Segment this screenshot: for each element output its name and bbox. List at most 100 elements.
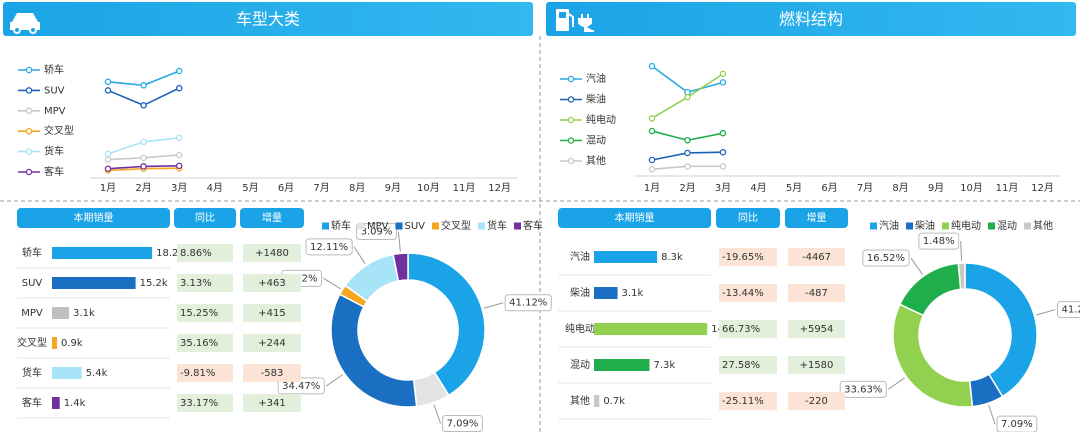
x-tick-label: 10月 [960,182,983,194]
label-leader [910,257,923,275]
legend-label: 货车 [487,219,507,232]
x-tick-label: 9月 [385,182,401,194]
legend-label: 轿车 [44,63,64,76]
bar [52,397,60,409]
legend-label: 交叉型 [44,124,74,137]
cell-value: -19.65% [722,252,764,263]
cell-bg [177,364,233,382]
label-box [839,380,887,398]
point [684,136,691,144]
point [684,149,691,157]
x-tick-label: 8月 [892,182,908,194]
donut-slice [964,262,1038,398]
cell-bg [177,394,233,412]
cell-value: +5954 [800,324,834,335]
cell-value: -4467 [802,252,831,263]
column-header [785,208,848,228]
point [684,93,691,101]
point [719,163,727,170]
point [175,67,183,75]
point [140,154,147,162]
legend-label: MPV [44,106,66,117]
label-leader [326,374,344,387]
data-label: 41.28% [1061,305,1080,316]
label-leader [353,246,366,264]
legend-label: 柴油 [915,219,935,232]
cell-bg [243,274,301,292]
point [140,163,147,170]
label-leader [960,241,963,262]
bar-label: 3.1k [73,308,95,319]
column-header [558,208,711,228]
legend-label: 汽油 [586,72,606,85]
panel-header [3,2,533,36]
point [140,138,147,146]
x-tick-label: 12月 [1031,182,1054,194]
column-header-label: 增量 [262,211,282,224]
car-icon [10,13,40,34]
bar [52,307,70,319]
label-leader [988,404,996,425]
column-header-label: 本期销量 [74,211,114,224]
label-box [504,294,552,312]
cell-bg [788,392,845,410]
legend-marker [567,116,575,124]
label-leader [323,277,341,290]
label-leader [397,231,401,252]
label-box [442,414,483,432]
legend-marker [567,157,575,165]
donut-slice [407,252,486,397]
column-header [174,208,236,228]
legend-label: SUV [405,221,426,232]
panel-header [546,2,1076,36]
cell-bg [719,248,777,266]
donut-slice [392,252,409,282]
point [648,127,656,135]
x-tick-label: 6月 [278,182,294,194]
legend-swatch [358,222,365,230]
legend-swatch [906,222,913,230]
donut-slice [957,262,966,291]
cell-bg [719,320,777,338]
data-label: 12.11% [310,242,348,253]
data-label: 16.52% [867,253,905,264]
label-leader [888,377,905,390]
cell-value: -583 [261,368,284,379]
row-name: 混动 [570,359,590,371]
cell-bg [719,356,777,374]
legend-label: 汽油 [879,219,899,232]
point [104,87,112,94]
data-label: 2.12% [286,273,318,284]
data-label: 33.63% [844,384,882,395]
legend-marker [567,96,575,103]
cell-value: -9.81% [180,368,215,379]
cell-value: +244 [258,338,285,349]
bar-label: 15.2k [140,278,168,289]
cell-value: 35.16% [180,338,218,349]
legend-label: 货车 [44,145,64,158]
label-box [356,222,397,240]
x-tick-label: 2月 [679,182,695,194]
bar [594,323,708,335]
x-tick-label: 4月 [207,182,223,194]
cell-bg [243,304,301,322]
label-leader [483,302,504,309]
bar [52,247,153,259]
x-tick-label: 3月 [715,182,731,194]
point [104,156,112,163]
point [648,115,656,122]
point [104,165,112,172]
legend-label: 纯电动 [951,219,981,232]
cell-bg [243,394,301,412]
point [719,129,727,137]
bar-label: 18.2k [156,248,184,259]
point [104,78,112,86]
x-tick-label: 12月 [488,182,511,194]
point [175,162,183,170]
legend-swatch [942,222,949,230]
label-leader [433,404,442,424]
cell-bg [243,364,301,382]
legend-marker [567,75,575,83]
x-tick-label: 5月 [242,182,258,194]
donut-slice [898,262,962,317]
